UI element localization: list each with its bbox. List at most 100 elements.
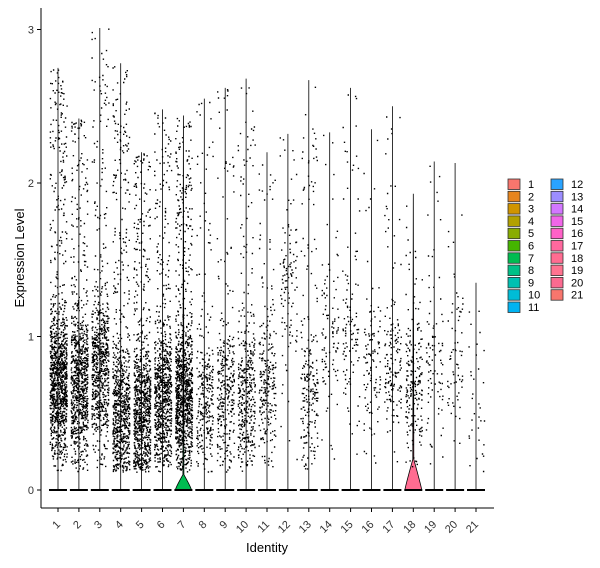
violin-group-20	[446, 163, 465, 491]
legend-label: 6	[528, 241, 534, 253]
points-17	[384, 116, 403, 463]
legend-label: 2	[528, 191, 534, 203]
points-21	[468, 310, 486, 473]
legend-swatch	[550, 276, 564, 289]
violin-group-13	[299, 80, 319, 491]
legend-label: 21	[571, 290, 583, 302]
legend-swatch	[507, 227, 521, 240]
legend-item-15: 15	[550, 215, 583, 228]
legend-swatch	[550, 190, 564, 203]
legend-swatch	[507, 215, 521, 227]
violin-group-4	[111, 63, 131, 491]
x-axis-title: Identity	[246, 540, 288, 555]
points-15	[342, 94, 361, 455]
violin-group-9	[216, 87, 236, 491]
violin-group-16	[362, 129, 382, 491]
legend-label: 3	[528, 204, 534, 216]
legend-label: 18	[571, 253, 583, 265]
violin-group-2	[69, 118, 89, 491]
legend-swatch	[507, 178, 521, 190]
points-5	[133, 153, 152, 473]
legend-item-19: 19	[550, 264, 583, 277]
legend-swatch	[550, 240, 564, 252]
violin-group-12	[278, 133, 298, 491]
violin-group-11	[258, 152, 277, 491]
x-tick-label: 1	[50, 519, 63, 532]
plot-area	[49, 27, 486, 491]
violin-group-7	[174, 115, 194, 491]
violin-18	[404, 193, 423, 491]
x-ticks: 1 2 3 4 5 6 7 8 9 10 11 12 13 14 15 16 17 18 19 20 21	[50, 508, 481, 536]
violin-group-17	[383, 106, 403, 491]
legend-item-16: 16	[550, 227, 583, 240]
x-tick-label: 11	[256, 519, 273, 536]
violin-group-1	[49, 67, 68, 491]
violin-group-19	[425, 161, 444, 491]
legend-swatch	[507, 190, 521, 203]
legend-label: 13	[571, 191, 583, 203]
violin-group-10	[237, 78, 256, 491]
legend-label: 10	[528, 290, 540, 302]
x-tick-label: 8	[197, 519, 210, 532]
legend-item-6: 6	[507, 240, 534, 253]
points-4	[112, 66, 131, 473]
violin-group-21	[467, 282, 486, 491]
legend-swatch	[507, 203, 521, 215]
y-ticks: 0 1 2 3	[28, 25, 41, 497]
y-tick-label: 0	[28, 485, 34, 497]
points-10	[237, 87, 256, 472]
violin-group-5	[132, 152, 152, 491]
y-tick-label: 2	[28, 178, 34, 190]
legend-item-20: 20	[550, 276, 583, 289]
legend-swatch	[507, 240, 521, 252]
x-tick-label: 12	[276, 519, 293, 536]
legend-item-1: 1	[507, 178, 534, 191]
legend-swatch	[550, 227, 564, 240]
points-3	[91, 28, 110, 469]
x-tick-label: 7	[176, 519, 189, 532]
points-7	[174, 117, 194, 473]
violin-group-15	[341, 87, 361, 491]
legend-item-13: 13	[550, 190, 583, 203]
y-axis-title: Expression Level	[12, 208, 27, 307]
x-tick-label: 16	[359, 519, 376, 536]
violin-group-14	[320, 132, 340, 491]
legend-item-7: 7	[507, 252, 534, 265]
points-18	[405, 205, 423, 468]
points-11	[258, 164, 277, 468]
x-tick-label: 17	[380, 519, 397, 536]
legend-swatch	[507, 276, 521, 289]
legend-item-3: 3	[507, 203, 534, 216]
legend-item-11: 11	[507, 301, 539, 314]
legend-item-21: 21	[550, 289, 583, 302]
x-tick-label: 14	[318, 519, 335, 536]
x-tick-label: 3	[92, 519, 105, 532]
x-tick-label: 2	[71, 519, 84, 532]
legend-label: 4	[528, 216, 534, 228]
legend-label: 11	[528, 302, 539, 314]
legend-swatch	[507, 301, 521, 313]
legend-item-8: 8	[507, 264, 534, 277]
legend-label: 5	[528, 228, 534, 240]
legend-swatch	[550, 203, 564, 215]
violin-group-8	[195, 98, 214, 491]
violin-group-18	[404, 193, 423, 491]
x-tick-label: 19	[422, 519, 439, 536]
legend-swatch	[550, 264, 564, 277]
x-tick-label: 21	[464, 519, 481, 536]
legend-swatch	[507, 289, 521, 301]
x-tick-label: 15	[339, 519, 356, 536]
legend-swatch	[550, 178, 564, 190]
legend-item-17: 17	[550, 240, 583, 253]
legend-item-10: 10	[507, 289, 540, 302]
legend-label: 17	[571, 241, 583, 253]
legend-label: 9	[528, 277, 534, 289]
x-tick-label: 20	[443, 519, 460, 536]
y-tick-label: 3	[28, 25, 34, 37]
points-14	[321, 134, 340, 460]
x-tick-label: 4	[113, 519, 126, 532]
legend-swatch	[550, 215, 564, 227]
